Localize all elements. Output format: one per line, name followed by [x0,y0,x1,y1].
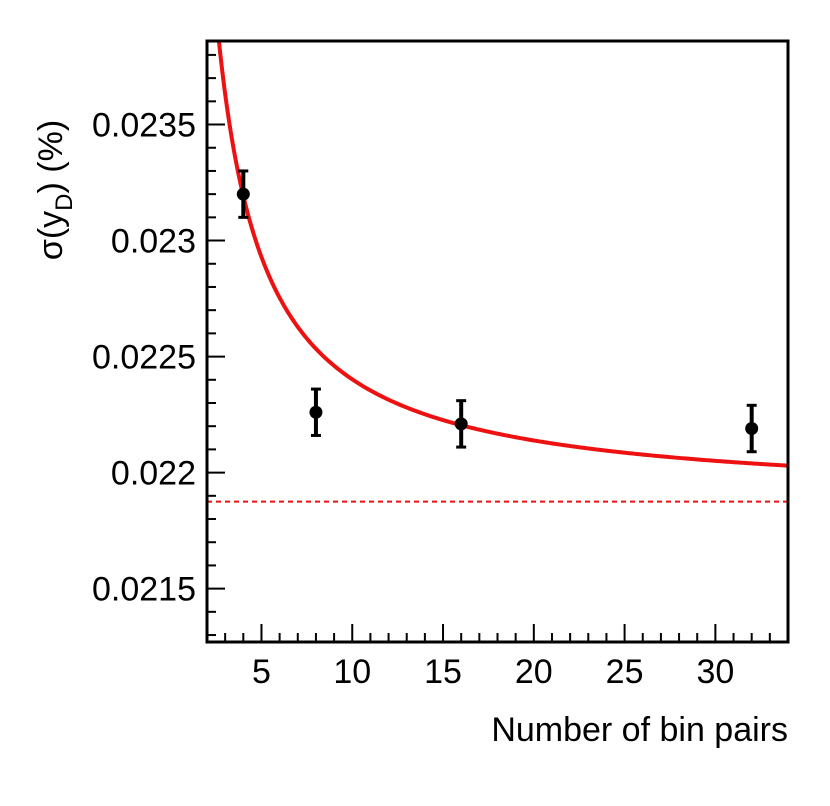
y-axis-title-subscript: D [51,194,78,211]
y-axis-title: σ(yD) (%) [32,120,78,260]
data-marker [236,187,250,201]
x-tick-label: 15 [424,653,462,691]
data-marker [454,417,468,431]
x-axis-title: Number of bin pairs [491,711,788,749]
y-axis-title-suffix: ) (%) [32,120,70,194]
fit-layer [207,41,788,503]
x-tick-label: 30 [696,653,734,691]
y-tick-label: 0.0215 [92,571,196,609]
points-layer [236,169,759,454]
x-tick-label: 10 [333,653,371,691]
data-point [745,403,759,454]
y-tick-label: 0.023 [111,223,196,261]
data-point [236,169,250,219]
x-tick-label: 20 [515,653,553,691]
y-axis-title-prefix: σ(y [32,211,70,260]
data-point [309,387,323,437]
y-tick-label: 0.0225 [92,339,196,377]
data-marker [309,405,323,419]
fit-curve [216,41,788,468]
data-point [454,399,468,449]
data-marker [745,422,759,436]
x-tick-label: 5 [252,653,271,691]
x-tick-label: 25 [606,653,644,691]
ticks-layer [206,53,789,642]
plot-frame [205,39,790,644]
labels-layer: 5 10 15 20 25 30 0.0215 0.022 0.0225 0.023 0.0235 [92,107,734,691]
y-tick-label: 0.022 [111,455,196,493]
y-tick-label: 0.0235 [92,107,196,145]
